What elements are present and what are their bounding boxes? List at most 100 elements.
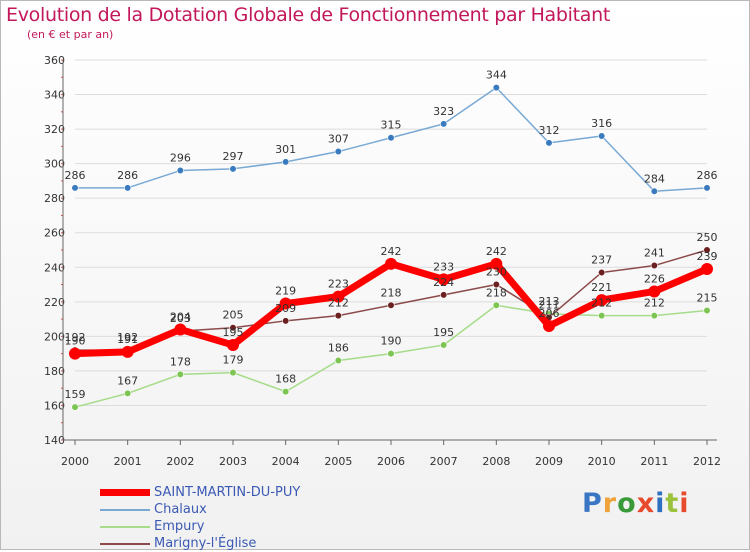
x-tick-label: 2004 bbox=[272, 455, 300, 468]
data-point bbox=[229, 324, 237, 332]
data-label: 221 bbox=[591, 281, 612, 294]
legend-label: Chalaux bbox=[154, 502, 207, 517]
legend: SAINT-MARTIN-DU-PUY Chalaux Empury Marig… bbox=[100, 484, 360, 552]
data-label: 241 bbox=[644, 247, 665, 260]
data-label: 250 bbox=[697, 231, 718, 244]
logo-letter: P bbox=[582, 488, 603, 519]
y-tick-label: 340 bbox=[44, 89, 65, 102]
data-point bbox=[124, 389, 132, 397]
data-point bbox=[71, 184, 79, 192]
data-label: 219 bbox=[275, 285, 296, 298]
data-label: 186 bbox=[328, 342, 349, 355]
data-label: 242 bbox=[381, 245, 402, 258]
legend-label: Marigny-l'Église bbox=[154, 536, 257, 551]
data-label: 233 bbox=[433, 260, 454, 273]
data-point bbox=[282, 158, 290, 166]
data-label: 203 bbox=[170, 312, 191, 325]
data-label: 212 bbox=[591, 297, 612, 310]
x-tick-label: 2012 bbox=[693, 455, 721, 468]
data-point bbox=[176, 370, 184, 378]
logo-letter: o bbox=[617, 488, 637, 519]
data-point bbox=[440, 120, 448, 128]
legend-label: Empury bbox=[154, 519, 205, 534]
data-point bbox=[598, 312, 606, 320]
data-label: 230 bbox=[486, 266, 507, 279]
data-label: 323 bbox=[433, 105, 454, 118]
data-label: 344 bbox=[486, 69, 507, 82]
data-point bbox=[69, 347, 81, 360]
data-point bbox=[492, 280, 500, 289]
data-label: 239 bbox=[697, 250, 718, 263]
data-label: 316 bbox=[591, 117, 612, 130]
legend-item-chalaux[interactable]: Chalaux bbox=[100, 501, 360, 518]
data-point bbox=[595, 294, 608, 307]
y-tick-label: 260 bbox=[44, 227, 65, 240]
data-point bbox=[332, 290, 345, 303]
data-point bbox=[71, 403, 79, 411]
data-point bbox=[387, 134, 395, 142]
data-point bbox=[650, 261, 658, 270]
data-label: 296 bbox=[170, 152, 191, 165]
y-tick-label: 240 bbox=[44, 261, 65, 274]
data-label: 237 bbox=[591, 253, 612, 266]
x-tick-label: 2001 bbox=[114, 455, 142, 468]
y-tick-label: 320 bbox=[44, 123, 65, 136]
data-point bbox=[437, 273, 450, 286]
x-tick-label: 2003 bbox=[219, 455, 247, 468]
legend-item-saint-martin[interactable]: SAINT-MARTIN-DU-PUY bbox=[100, 484, 360, 501]
x-tick-label: 2007 bbox=[430, 455, 458, 468]
y-tick-label: 160 bbox=[44, 399, 65, 412]
legend-swatch bbox=[100, 509, 150, 511]
logo-letter: t bbox=[665, 488, 680, 519]
data-label: 226 bbox=[644, 272, 665, 285]
y-tick-label: 200 bbox=[44, 330, 65, 343]
y-tick-label: 360 bbox=[44, 54, 65, 67]
data-point bbox=[598, 132, 606, 140]
data-point bbox=[334, 147, 342, 156]
data-label: 242 bbox=[486, 245, 507, 258]
data-point bbox=[598, 268, 606, 277]
data-label: 218 bbox=[381, 286, 402, 299]
y-tick-label: 300 bbox=[44, 158, 65, 171]
x-tick-label: 2002 bbox=[166, 455, 194, 468]
data-label: 284 bbox=[644, 172, 665, 185]
x-tick-label: 2005 bbox=[324, 455, 352, 468]
data-label: 286 bbox=[117, 169, 138, 182]
data-point bbox=[703, 246, 711, 254]
data-label: 212 bbox=[644, 297, 665, 310]
data-label: 312 bbox=[539, 124, 560, 137]
data-label: 218 bbox=[486, 286, 507, 299]
data-label: 212 bbox=[328, 297, 349, 310]
chart-title: Evolution de la Dotation Globale de Fonc… bbox=[6, 4, 611, 26]
data-label: 223 bbox=[328, 278, 349, 291]
legend-item-empury[interactable]: Empury bbox=[100, 518, 360, 535]
data-point bbox=[229, 369, 237, 377]
x-tick-label: 2011 bbox=[640, 455, 668, 468]
data-label: 213 bbox=[539, 295, 560, 308]
data-point bbox=[648, 285, 661, 298]
data-label: 307 bbox=[328, 133, 349, 146]
data-point bbox=[385, 257, 397, 270]
data-label: 205 bbox=[223, 309, 244, 322]
x-tick-label: 2000 bbox=[61, 455, 89, 468]
data-label: 286 bbox=[65, 169, 86, 182]
data-label: 192 bbox=[117, 331, 138, 344]
logo-letter: x bbox=[636, 488, 656, 519]
data-point bbox=[492, 84, 500, 92]
data-label: 179 bbox=[223, 354, 244, 367]
data-point bbox=[703, 184, 711, 192]
data-point bbox=[282, 388, 290, 396]
data-label: 190 bbox=[65, 335, 86, 348]
y-tick-label: 180 bbox=[44, 365, 65, 378]
chart-subtitle: (en € et par an) bbox=[27, 28, 114, 41]
data-label: 224 bbox=[433, 276, 454, 289]
data-point bbox=[387, 301, 395, 309]
logo-letter: i bbox=[655, 488, 666, 519]
legend-item-marigny[interactable]: Marigny-l'Église bbox=[100, 535, 360, 552]
data-point bbox=[650, 312, 658, 320]
data-point bbox=[174, 323, 187, 336]
data-label: 301 bbox=[275, 143, 296, 156]
data-point bbox=[282, 317, 290, 325]
y-tick-label: 220 bbox=[44, 296, 65, 309]
data-point bbox=[545, 139, 553, 147]
